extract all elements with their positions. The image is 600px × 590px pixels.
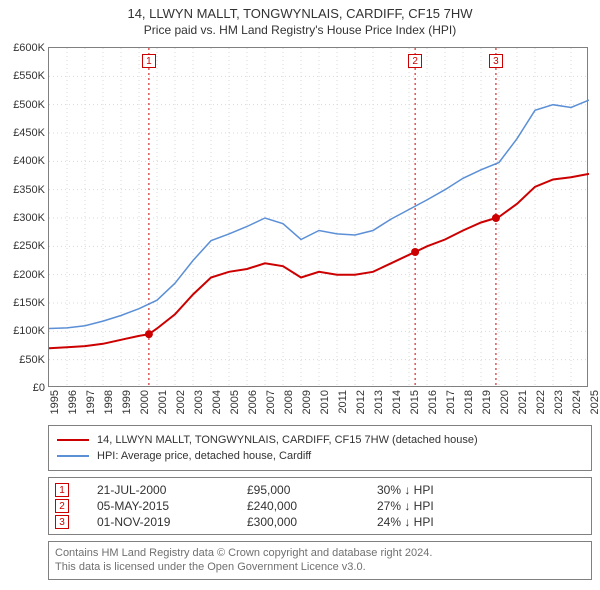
event-marker-num: 1 bbox=[55, 483, 69, 497]
y-tick-label: £350K bbox=[13, 184, 45, 196]
y-tick-label: £300K bbox=[13, 212, 45, 224]
x-tick-label: 2015 bbox=[409, 390, 421, 414]
x-tick-label: 2004 bbox=[211, 390, 223, 414]
x-tick-label: 2019 bbox=[481, 390, 493, 414]
event-hpi-diff: 24% ↓ HPI bbox=[377, 515, 434, 529]
y-tick-label: £400K bbox=[13, 155, 45, 167]
x-tick-label: 2022 bbox=[535, 390, 547, 414]
footer-line-2: This data is licensed under the Open Gov… bbox=[55, 560, 585, 574]
legend-swatch bbox=[57, 455, 89, 457]
legend: 14, LLWYN MALLT, TONGWYNLAIS, CARDIFF, C… bbox=[48, 425, 592, 471]
event-date: 21-JUL-2000 bbox=[97, 483, 247, 497]
x-tick-label: 2020 bbox=[499, 390, 511, 414]
x-tick-label: 2009 bbox=[301, 390, 313, 414]
legend-swatch bbox=[57, 439, 89, 441]
legend-item-hpi: HPI: Average price, detached house, Card… bbox=[57, 448, 583, 464]
y-tick-label: £500K bbox=[13, 99, 45, 111]
x-tick-label: 2021 bbox=[517, 390, 529, 414]
event-price: £240,000 bbox=[247, 499, 377, 513]
y-tick-label: £550K bbox=[13, 70, 45, 82]
legend-label: 14, LLWYN MALLT, TONGWYNLAIS, CARDIFF, C… bbox=[97, 434, 478, 446]
event-hpi-diff: 27% ↓ HPI bbox=[377, 499, 434, 513]
y-tick-label: £100K bbox=[13, 325, 45, 337]
y-tick-label: £0 bbox=[33, 382, 45, 394]
event-row: 1 21-JUL-2000£95,00030% ↓ HPI bbox=[55, 482, 585, 498]
sale-marker-1: 1 bbox=[142, 54, 156, 68]
x-tick-label: 1999 bbox=[121, 390, 133, 414]
y-tick-label: £200K bbox=[13, 269, 45, 281]
chart-title-1: 14, LLWYN MALLT, TONGWYNLAIS, CARDIFF, C… bbox=[0, 6, 600, 21]
x-tick-label: 2006 bbox=[247, 390, 259, 414]
chart-container: 14, LLWYN MALLT, TONGWYNLAIS, CARDIFF, C… bbox=[0, 0, 600, 580]
x-tick-label: 2007 bbox=[265, 390, 277, 414]
y-tick-label: £150K bbox=[13, 297, 45, 309]
x-tick-label: 2012 bbox=[355, 390, 367, 414]
x-tick-label: 1995 bbox=[49, 390, 61, 414]
x-tick-label: 1998 bbox=[103, 390, 115, 414]
sale-marker-2: 2 bbox=[408, 54, 422, 68]
event-hpi-diff: 30% ↓ HPI bbox=[377, 483, 434, 497]
x-tick-label: 1997 bbox=[85, 390, 97, 414]
event-price: £300,000 bbox=[247, 515, 377, 529]
x-tick-label: 2024 bbox=[571, 390, 583, 414]
x-tick-label: 2002 bbox=[175, 390, 187, 414]
plot-area: £0£50K£100K£150K£200K£250K£300K£350K£400… bbox=[48, 47, 588, 387]
sale-events-table: 1 21-JUL-2000£95,00030% ↓ HPI 2 05-MAY-2015… bbox=[48, 477, 592, 535]
x-tick-label: 2001 bbox=[157, 390, 169, 414]
event-date: 01-NOV-2019 bbox=[97, 515, 247, 529]
event-date: 05-MAY-2015 bbox=[97, 499, 247, 513]
x-tick-label: 2011 bbox=[337, 390, 349, 414]
x-tick-label: 2016 bbox=[427, 390, 439, 414]
x-tick-label: 2005 bbox=[229, 390, 241, 414]
legend-label: HPI: Average price, detached house, Card… bbox=[97, 450, 311, 462]
y-tick-label: £250K bbox=[13, 240, 45, 252]
event-marker-num: 3 bbox=[55, 515, 69, 529]
y-tick-label: £450K bbox=[13, 127, 45, 139]
x-tick-label: 2010 bbox=[319, 390, 331, 414]
x-tick-label: 2023 bbox=[553, 390, 565, 414]
x-tick-label: 1996 bbox=[67, 390, 79, 414]
footer-line-1: Contains HM Land Registry data © Crown c… bbox=[55, 546, 585, 560]
chart-title-2: Price paid vs. HM Land Registry's House … bbox=[0, 23, 600, 37]
x-tick-label: 2000 bbox=[139, 390, 151, 414]
x-tick-label: 2003 bbox=[193, 390, 205, 414]
x-tick-label: 2017 bbox=[445, 390, 457, 414]
legend-item-property: 14, LLWYN MALLT, TONGWYNLAIS, CARDIFF, C… bbox=[57, 432, 583, 448]
x-tick-label: 2025 bbox=[589, 390, 600, 414]
event-row: 3 01-NOV-2019£300,00024% ↓ HPI bbox=[55, 514, 585, 530]
x-tick-label: 2014 bbox=[391, 390, 403, 414]
event-row: 2 05-MAY-2015£240,00027% ↓ HPI bbox=[55, 498, 585, 514]
sale-marker-3: 3 bbox=[489, 54, 503, 68]
attribution-footer: Contains HM Land Registry data © Crown c… bbox=[48, 541, 592, 580]
event-marker-num: 2 bbox=[55, 499, 69, 513]
title-block: 14, LLWYN MALLT, TONGWYNLAIS, CARDIFF, C… bbox=[0, 0, 600, 37]
x-tick-label: 2008 bbox=[283, 390, 295, 414]
x-tick-label: 2013 bbox=[373, 390, 385, 414]
x-tick-label: 2018 bbox=[463, 390, 475, 414]
event-price: £95,000 bbox=[247, 483, 377, 497]
y-tick-label: £600K bbox=[13, 42, 45, 54]
y-tick-label: £50K bbox=[19, 354, 45, 366]
